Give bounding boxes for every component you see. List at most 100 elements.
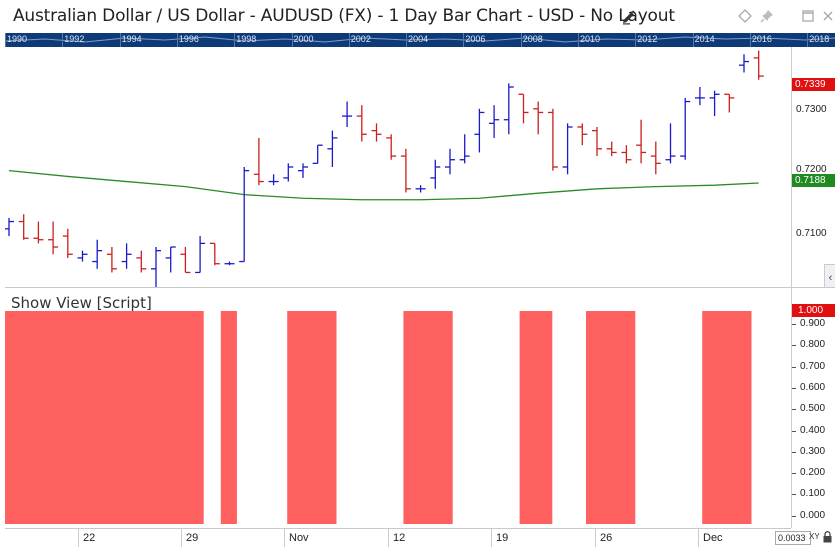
ohlc-bar — [445, 148, 455, 175]
navigator-year-tick — [807, 33, 809, 47]
moving-average-line — [8, 169, 759, 201]
indicator-tick-mark — [792, 366, 796, 368]
date-label: 26 — [600, 532, 613, 544]
ohlc-bar — [650, 141, 661, 175]
price-chart-pane[interactable] — [5, 47, 791, 287]
date-tick — [388, 529, 389, 547]
navigator-year-label: 2012 — [637, 34, 658, 44]
ohlc-bar — [92, 239, 103, 269]
ohlc-bar — [253, 137, 264, 186]
navigator-year-label: 2010 — [580, 34, 601, 44]
history-navigator[interactable]: 1990 1992 1994 1996 1998 2000 2002 2004 2006 2008… — [5, 33, 835, 47]
navigator-year-label: 2000 — [293, 34, 314, 44]
navigator-year-label: 2002 — [350, 34, 371, 44]
last-price-tag: 0.7339 — [792, 78, 835, 91]
ohlc-bar — [268, 174, 279, 186]
ohlc-bar — [342, 101, 353, 127]
price-chart — [5, 50, 764, 287]
navigator-year-label: 2018 — [809, 34, 830, 44]
indicator-axis[interactable]: 0.900 0.800 0.700 0.600 0.500 0.400 0.300 0.200… — [791, 288, 835, 528]
navigator-year-tick — [5, 33, 6, 47]
date-label: 29 — [186, 532, 199, 544]
ohlc-bar — [753, 50, 764, 80]
navigator-year-tick — [635, 33, 637, 47]
ohlc-bar — [312, 144, 323, 165]
indicator-tick-mark — [792, 345, 796, 347]
ohlc-bar — [592, 127, 602, 157]
navigator-year-label: 1996 — [178, 34, 199, 44]
ohlc-bar — [386, 134, 397, 160]
price-tick: 0.7100 — [796, 228, 827, 239]
title-bar: Australian Dollar / US Dollar - AUDUSD (… — [0, 0, 835, 32]
price-tick: 0.7200 — [796, 164, 827, 175]
indicator-block — [403, 311, 453, 524]
indicator-tick: 0.900 — [800, 318, 826, 329]
indicator-tick-mark — [792, 473, 796, 475]
navigator-year-tick — [578, 33, 579, 47]
close-icon[interactable] — [820, 8, 835, 24]
ohlc-bar — [48, 221, 59, 255]
indicator-tick-mark — [792, 324, 796, 325]
indicator-tick: 0.400 — [800, 424, 826, 436]
ohlc-bar — [739, 54, 749, 73]
ohlc-bar — [327, 130, 338, 167]
ohlc-bar — [489, 105, 500, 138]
ohlc-bar — [77, 250, 88, 262]
ohlc-bar — [371, 123, 382, 142]
navigator-year-tick — [119, 33, 121, 47]
ohlc-bar — [165, 246, 176, 273]
indicator-block — [702, 311, 752, 524]
price-tick: 0.7300 — [796, 104, 827, 115]
ohlc-bar — [62, 228, 73, 258]
indicator-block — [586, 311, 636, 524]
ohlc-bar — [5, 217, 14, 237]
navigator-year-tick — [406, 33, 408, 47]
pencil-icon[interactable] — [621, 9, 637, 25]
ohlc-bar — [562, 123, 573, 175]
ohlc-bar — [298, 163, 308, 178]
indicator-tick-mark — [792, 494, 796, 496]
navigator-year-tick — [62, 33, 64, 47]
navigator-year-tick — [520, 33, 522, 47]
pin-icon[interactable] — [759, 8, 775, 24]
navigator-year-label: 1990 — [7, 34, 28, 44]
price-axis[interactable]: 0.7300 0.7200 0.7100 0.7339 0.7188 — [791, 47, 835, 287]
date-tick — [181, 529, 182, 547]
navigator-year-label: 2008 — [522, 34, 543, 44]
navigator-year-label: 2006 — [465, 34, 486, 44]
date-axis[interactable]: 22 29 Nov 12 19 26 Dec — [5, 528, 791, 548]
ohlc-bar — [136, 250, 147, 273]
ohlc-bar — [239, 167, 250, 263]
date-tick — [595, 529, 596, 547]
date-tick — [284, 529, 285, 547]
maximize-icon[interactable] — [800, 8, 816, 24]
date-tick — [491, 529, 492, 547]
navigator-year-tick — [234, 33, 236, 47]
moving-average-tag: 0.7188 — [792, 174, 835, 187]
ohlc-bar — [547, 108, 558, 171]
pane-divider[interactable] — [5, 287, 835, 288]
ohlc-bar — [665, 123, 676, 164]
date-tick — [698, 529, 699, 547]
indicator-block — [5, 311, 204, 524]
indicator-tick-mark — [792, 430, 796, 432]
price-step-field[interactable]: 0.0033 — [775, 531, 811, 545]
ohlc-bar — [694, 87, 705, 106]
ohlc-bar — [474, 108, 485, 153]
date-label: 19 — [496, 532, 509, 544]
ohlc-bar — [503, 83, 514, 135]
ohlc-bar — [577, 123, 588, 146]
navigator-year-tick — [348, 33, 350, 47]
lock-icon[interactable] — [822, 531, 833, 543]
indicator-tick: 0.000 — [800, 509, 826, 521]
indicator-tick-mark — [792, 451, 796, 453]
xy-toggle[interactable]: XY — [809, 532, 820, 541]
indicator-tick: 0.200 — [800, 467, 826, 479]
indicator-block — [220, 311, 237, 524]
ohlc-bar — [606, 141, 617, 157]
navigator-year-label: 2014 — [694, 34, 715, 44]
diamond-icon[interactable] — [737, 8, 753, 24]
ohlc-bar — [459, 134, 470, 164]
ohlc-bar — [151, 247, 161, 287]
navigator-year-tick — [291, 33, 293, 47]
